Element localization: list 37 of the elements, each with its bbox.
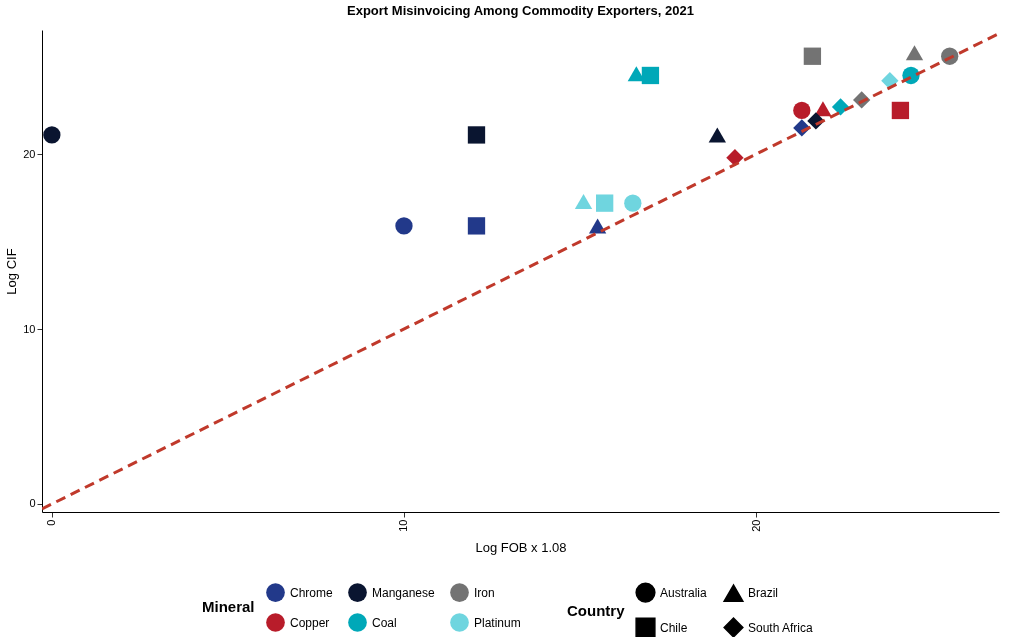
y-tick-label: 0 [29,497,36,510]
point [395,217,413,235]
point [831,98,850,116]
legend-label: Coal [372,615,397,630]
legend-label: Manganese [372,585,436,600]
point [595,194,614,212]
legend-label: Chrome [290,585,334,600]
text: Australia [660,585,708,600]
y-tick-label: 20 [23,147,36,160]
point [467,217,486,235]
x-tick-label: 0 [45,519,58,526]
text: South Africa [748,620,814,635]
legend-label: Iron [474,585,495,600]
point [641,66,660,85]
point [726,149,744,167]
point [905,45,924,61]
x-tick-label: 10 [397,519,410,532]
legend-label: Copper [290,615,330,630]
legend-label: Platinum [474,615,521,630]
text: Chile [660,620,688,635]
chart-title: Export Misinvoicing Among Commodity Exporters, 2021 [347,3,694,18]
point [574,193,593,209]
point [891,101,910,120]
point [803,47,822,65]
y-tick-label: 10 [23,322,36,335]
point [43,126,61,144]
text: Brazil [748,586,779,601]
legend-title: Mineral [202,598,255,615]
text: Country [567,602,626,619]
point [708,127,726,143]
point [624,194,642,212]
x-axis-title: Log FOB x 1.08 [475,539,567,555]
x-tick-label: 20 [749,519,762,532]
point [814,101,832,117]
point [467,126,486,144]
y-axis-title: Log CIF [4,248,20,295]
point [793,101,811,120]
